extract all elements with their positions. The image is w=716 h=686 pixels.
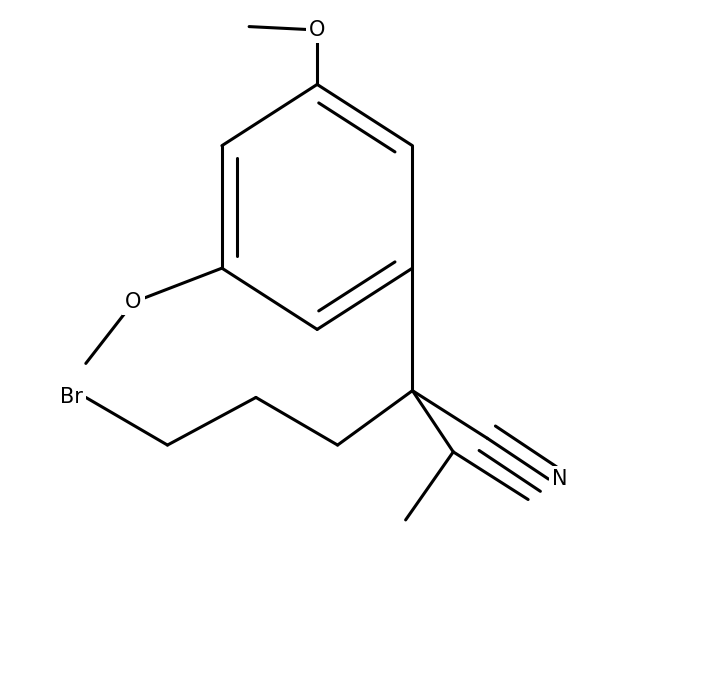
Text: N: N	[552, 469, 567, 489]
Text: O: O	[309, 20, 325, 40]
Text: O: O	[125, 292, 142, 312]
Text: Br: Br	[59, 388, 82, 407]
